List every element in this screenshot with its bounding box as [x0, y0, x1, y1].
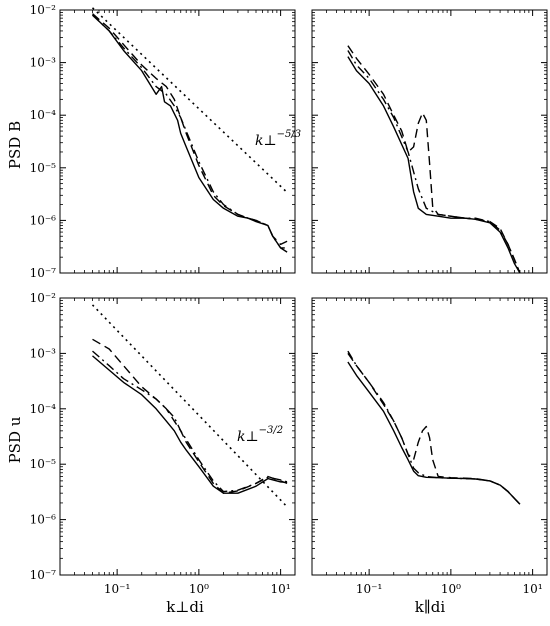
y-tick-label: 10⁻³ [30, 56, 57, 70]
y-tick-label: 10⁻³ [30, 346, 57, 360]
plot-frame [311, 297, 548, 576]
power-law-annotation: k⊥−3/2 [237, 425, 283, 445]
series-line-dashed [347, 352, 521, 505]
y-tick-label: 10⁻² [30, 3, 57, 17]
x-tick-label: 10⁻¹ [104, 582, 130, 596]
y-tick-label: 10⁻⁷ [30, 568, 57, 582]
y-tick-label: 10⁻⁷ [30, 266, 57, 280]
series-line-dashdot [347, 50, 521, 274]
series-line-dashed [92, 338, 288, 494]
y-axis-label-top: PSD B [6, 121, 24, 169]
x-tick-label: 10¹ [271, 582, 291, 596]
x-axis-label-right: k∥di [415, 598, 446, 616]
panel-top-right [311, 9, 548, 274]
series-line-dotted [91, 7, 288, 193]
y-tick-label: 10⁻⁵ [30, 457, 57, 471]
y-tick-label: 10⁻⁴ [30, 108, 57, 122]
y-tick-label: 10⁻⁶ [30, 513, 57, 527]
plot-frame [311, 9, 548, 274]
annotation-base: k⊥ [255, 133, 277, 149]
series-line-dashdot [92, 14, 288, 249]
y-axis-label-bottom: PSD u [6, 416, 24, 463]
x-tick-label: 10⁰ [189, 582, 209, 596]
annotation-exponent: −5/3 [277, 129, 301, 140]
series-line-dashed [92, 13, 288, 246]
series-line-solid [347, 361, 521, 505]
annotation-base: k⊥ [237, 429, 259, 445]
series-line-solid [347, 56, 521, 274]
series-line-dashdot [92, 350, 288, 493]
y-tick-label: 10⁻² [30, 291, 57, 305]
panel-top-left: 10⁻⁷ 10⁻⁶ 10⁻⁵ 10⁻⁴ 10⁻³ 10⁻² k⊥−5/3 [30, 3, 302, 280]
power-law-annotation: k⊥−5/3 [255, 129, 301, 149]
series-line-solid [92, 355, 288, 494]
series-line-dashed [347, 45, 521, 274]
y-tick-label: 10⁻⁴ [30, 402, 57, 416]
x-tick-label: 10⁻¹ [356, 582, 382, 596]
y-tick-label: 10⁻⁶ [30, 213, 57, 227]
plot-frame [59, 9, 296, 274]
y-tick-label: 10⁻⁵ [30, 161, 57, 175]
x-tick-label: 10⁰ [441, 582, 461, 596]
series-line-dotted [91, 304, 288, 508]
panel-bottom-right: 10⁻¹ 10⁰ 10¹ [311, 297, 548, 596]
x-axis-label-left: k⊥di [166, 598, 204, 616]
plot-frame [59, 297, 296, 576]
series-line-dashdot [347, 350, 521, 505]
panel-bottom-left: 10⁻⁷ 10⁻⁶ 10⁻⁵ 10⁻⁴ 10⁻³ 10⁻² 10⁻¹ 10⁰ 10¹ k⊥−3/2 [30, 291, 296, 596]
x-tick-label: 10¹ [523, 582, 543, 596]
annotation-exponent: −3/2 [259, 425, 283, 436]
